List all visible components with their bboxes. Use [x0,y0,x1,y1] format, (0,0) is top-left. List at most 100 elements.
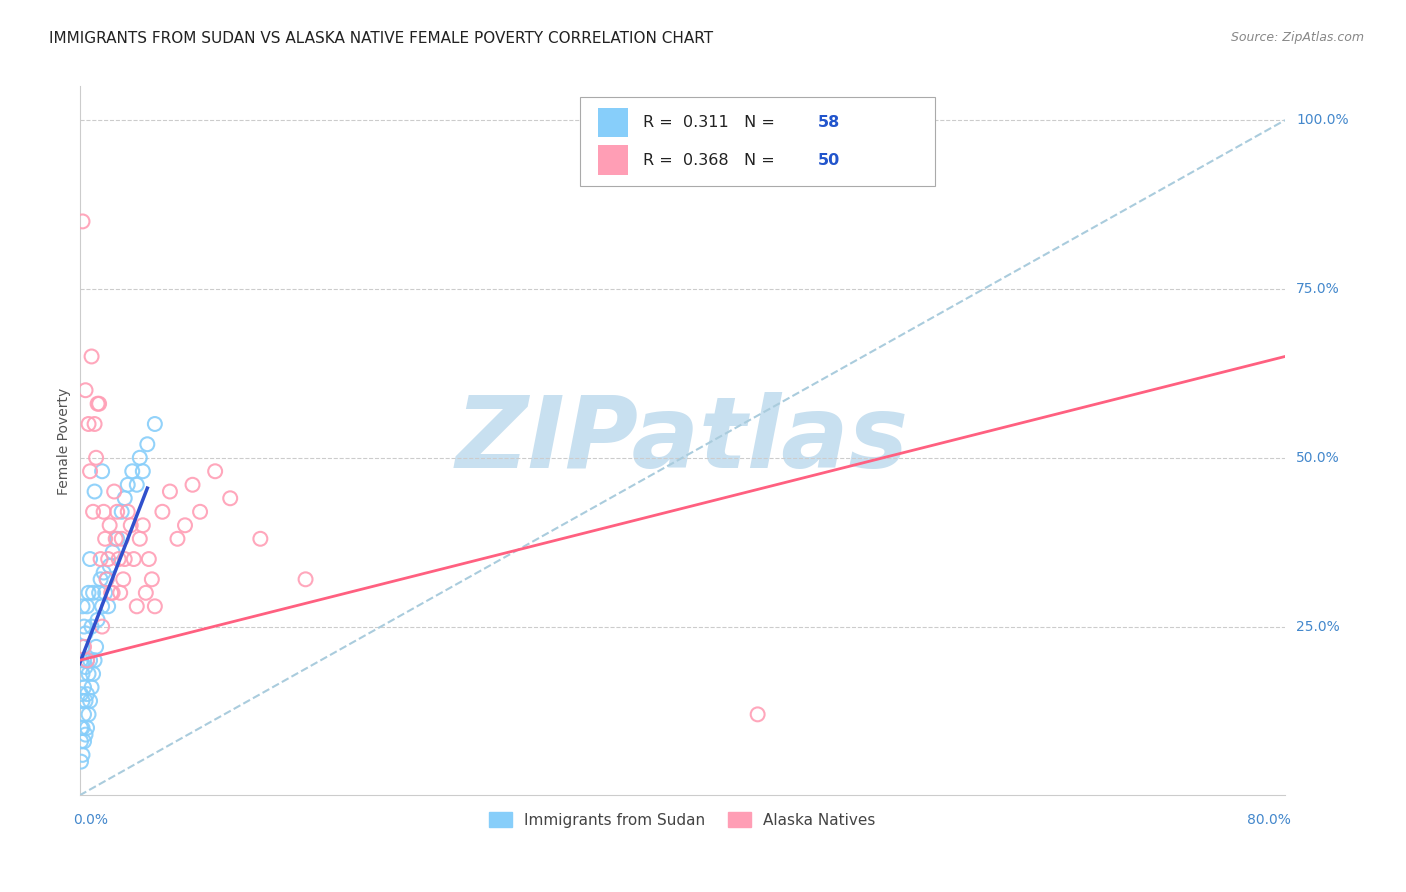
Point [72,666,94,681]
Point [204,464,226,478]
Point [94,586,117,600]
Point [90,552,112,566]
Point [174,518,197,533]
Legend: Immigrants from Sudan, Alaska Natives: Immigrants from Sudan, Alaska Natives [482,806,882,834]
Point [87,397,110,411]
Point [94,532,117,546]
Point [136,437,159,451]
Point [105,532,128,546]
Point [105,505,128,519]
Point [80,619,103,633]
Point [76,653,98,667]
Point [135,586,157,600]
Point [76,599,98,614]
Point [249,532,271,546]
Point [70,734,93,748]
Point [152,505,174,519]
Point [82,505,104,519]
Text: 0.0%: 0.0% [73,814,108,827]
FancyBboxPatch shape [579,97,935,186]
Point [84,640,107,654]
Point [75,626,97,640]
Point [72,747,94,762]
Point [101,545,124,559]
Point [79,552,101,566]
Point [72,694,94,708]
Point [77,666,100,681]
Point [143,599,166,614]
Point [93,566,115,580]
Point [132,518,155,533]
Text: R =  0.311   N =: R = 0.311 N = [643,115,779,130]
Point [120,518,142,533]
Point [138,552,160,566]
Point [70,755,93,769]
Point [73,640,96,654]
Point [77,707,100,722]
Text: IMMIGRANTS FROM SUDAN VS ALASKA NATIVE FEMALE POVERTY CORRELATION CHART: IMMIGRANTS FROM SUDAN VS ALASKA NATIVE F… [49,31,713,46]
Point [86,397,108,411]
Point [72,599,94,614]
Text: 25.0%: 25.0% [1296,620,1340,633]
Point [77,417,100,431]
Point [75,694,97,708]
Point [72,214,94,228]
Text: 58: 58 [817,115,839,130]
Point [80,681,103,695]
Point [83,417,105,431]
Text: R =  0.368   N =: R = 0.368 N = [643,153,779,168]
Point [128,450,150,465]
Point [70,721,93,735]
Point [73,734,96,748]
Point [143,417,166,431]
Point [219,491,242,506]
Point [79,464,101,478]
Point [111,532,134,546]
Y-axis label: Female Poverty: Female Poverty [58,387,72,494]
Point [747,707,769,722]
Point [111,505,134,519]
Point [128,532,150,546]
Point [86,613,108,627]
Point [79,694,101,708]
Point [91,464,114,478]
Point [103,484,125,499]
Point [181,477,204,491]
Point [84,450,107,465]
Point [91,619,114,633]
Text: Source: ZipAtlas.com: Source: ZipAtlas.com [1230,31,1364,45]
Text: 80.0%: 80.0% [1247,814,1291,827]
Point [141,572,163,586]
Point [79,653,101,667]
Point [125,477,148,491]
Point [98,558,121,573]
Point [75,728,97,742]
Point [90,572,112,586]
Point [97,552,120,566]
Point [96,572,118,586]
Point [75,383,97,397]
Point [83,653,105,667]
Point [98,518,121,533]
Text: ZIPatlas: ZIPatlas [456,392,908,490]
Point [83,484,105,499]
Point [96,572,118,586]
Point [122,552,145,566]
Point [97,599,120,614]
Point [70,653,93,667]
Point [114,552,136,566]
Text: 50: 50 [817,153,839,168]
Point [159,484,181,499]
Point [72,721,94,735]
Point [101,586,124,600]
Point [107,552,129,566]
Point [82,666,104,681]
Point [72,640,94,654]
Point [108,586,131,600]
Point [73,653,96,667]
Point [121,464,143,478]
Point [76,721,98,735]
Point [73,681,96,695]
FancyBboxPatch shape [598,145,628,175]
Point [76,653,98,667]
